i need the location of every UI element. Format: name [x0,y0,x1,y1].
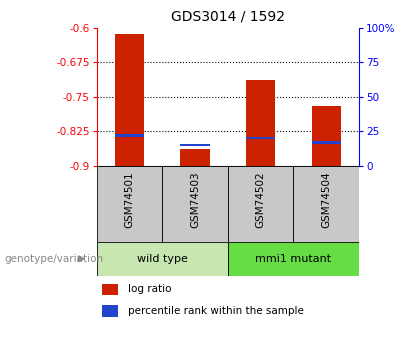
Text: percentile rank within the sample: percentile rank within the sample [128,306,304,316]
Bar [228,166,294,242]
Bar [102,284,118,295]
Text: GSM74501: GSM74501 [124,171,134,228]
Bar [180,144,210,146]
Text: wild type: wild type [137,254,188,264]
Bar [97,241,228,276]
Bar [246,80,276,166]
Text: GSM74504: GSM74504 [321,171,331,228]
Text: GSM74502: GSM74502 [256,171,266,228]
Bar [115,134,144,137]
Title: GDS3014 / 1592: GDS3014 / 1592 [171,10,285,24]
Text: genotype/variation: genotype/variation [4,254,103,264]
Text: GSM74503: GSM74503 [190,171,200,228]
Bar [102,305,118,317]
Bar [312,141,341,144]
Bar [294,166,359,242]
Bar [180,149,210,166]
Bar [312,106,341,166]
Text: mmi1 mutant: mmi1 mutant [255,254,331,264]
Text: log ratio: log ratio [128,284,172,294]
Bar [97,166,162,242]
Bar [115,34,144,166]
Bar [228,241,359,276]
Bar [246,137,276,139]
Bar [162,166,228,242]
